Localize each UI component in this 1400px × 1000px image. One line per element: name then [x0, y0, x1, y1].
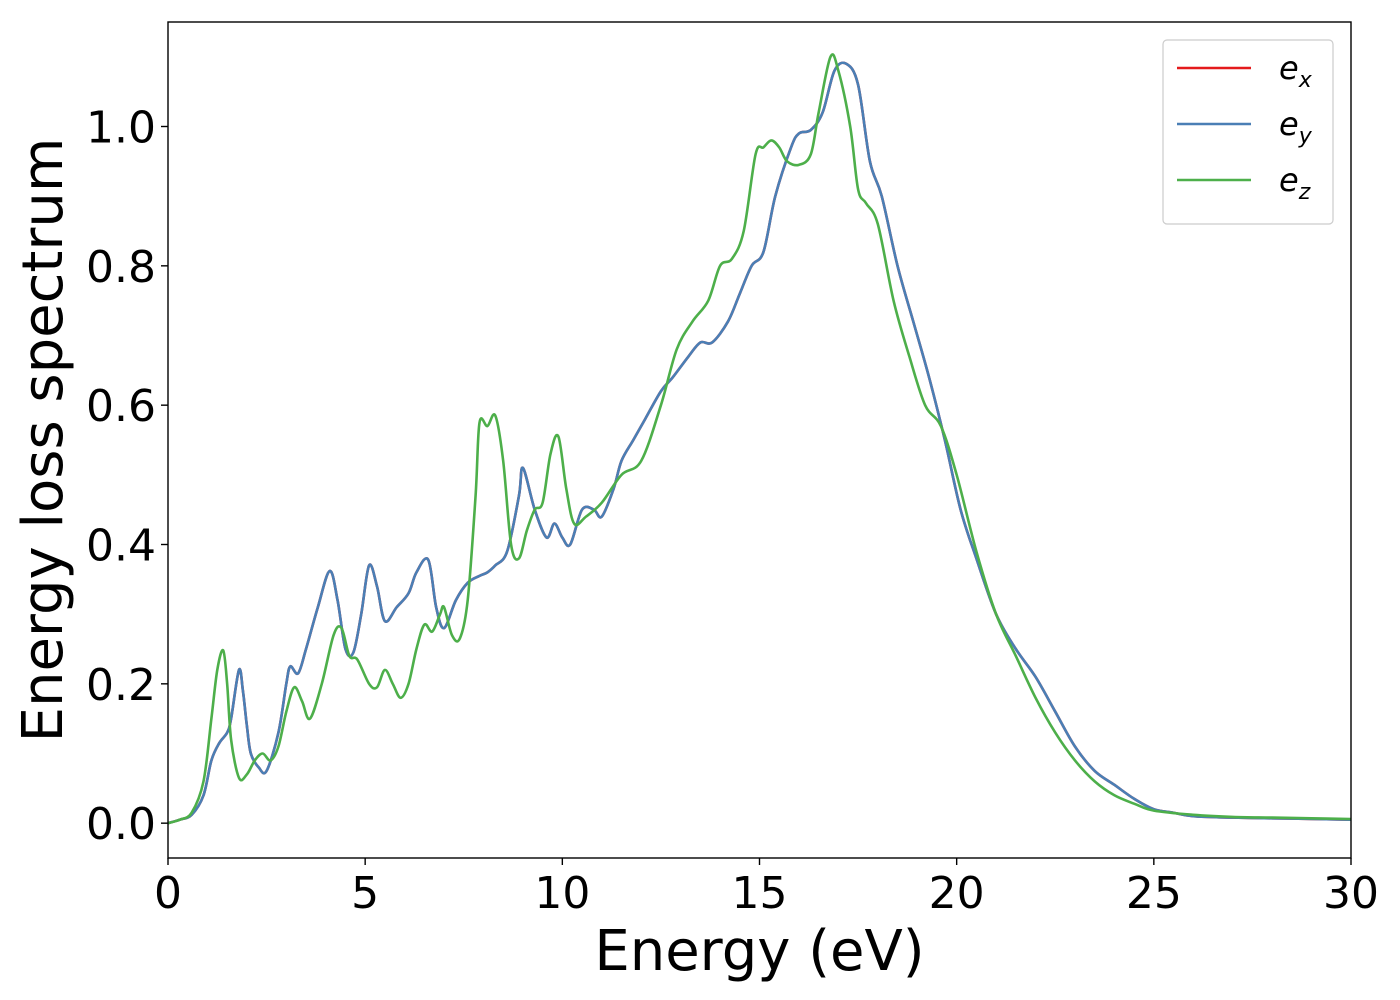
x-tick-label: 20: [929, 868, 985, 919]
x-tick-label: 10: [534, 868, 590, 919]
y-tick-label: 0.6: [86, 381, 156, 432]
legend-label-e_x: ex: [1279, 49, 1313, 93]
x-tick-label: 5: [351, 868, 379, 919]
legend-label-e_y: ey: [1279, 105, 1313, 149]
legend: ex ey ez: [1162, 39, 1334, 225]
x-axis: 0 5 10 15 20 25 30: [154, 858, 1379, 919]
series-line-e_z: [167, 53, 1352, 825]
y-tick-label: 0.2: [86, 660, 156, 711]
y-tick-label: 0.8: [86, 242, 156, 293]
y-tick-label: 0.0: [86, 799, 156, 850]
y-axis: 0.0 0.2 0.4 0.6 0.8 1.0: [86, 103, 168, 850]
legend-box: [1162, 39, 1334, 225]
series-layer: [167, 53, 1352, 825]
legend-label-e_z: ez: [1279, 161, 1311, 205]
y-axis-label: Energy loss spectrum: [11, 138, 76, 743]
y-tick-label: 1.0: [86, 103, 156, 154]
x-axis-label: Energy (eV): [594, 919, 924, 984]
x-tick-label: 30: [1323, 868, 1379, 919]
plot-background: [168, 22, 1351, 858]
x-tick-label: 15: [732, 868, 788, 919]
x-tick-label: 25: [1126, 868, 1182, 919]
series-line-e_y: [167, 61, 1352, 825]
y-tick-label: 0.4: [86, 521, 156, 572]
x-tick-label: 0: [154, 868, 182, 919]
